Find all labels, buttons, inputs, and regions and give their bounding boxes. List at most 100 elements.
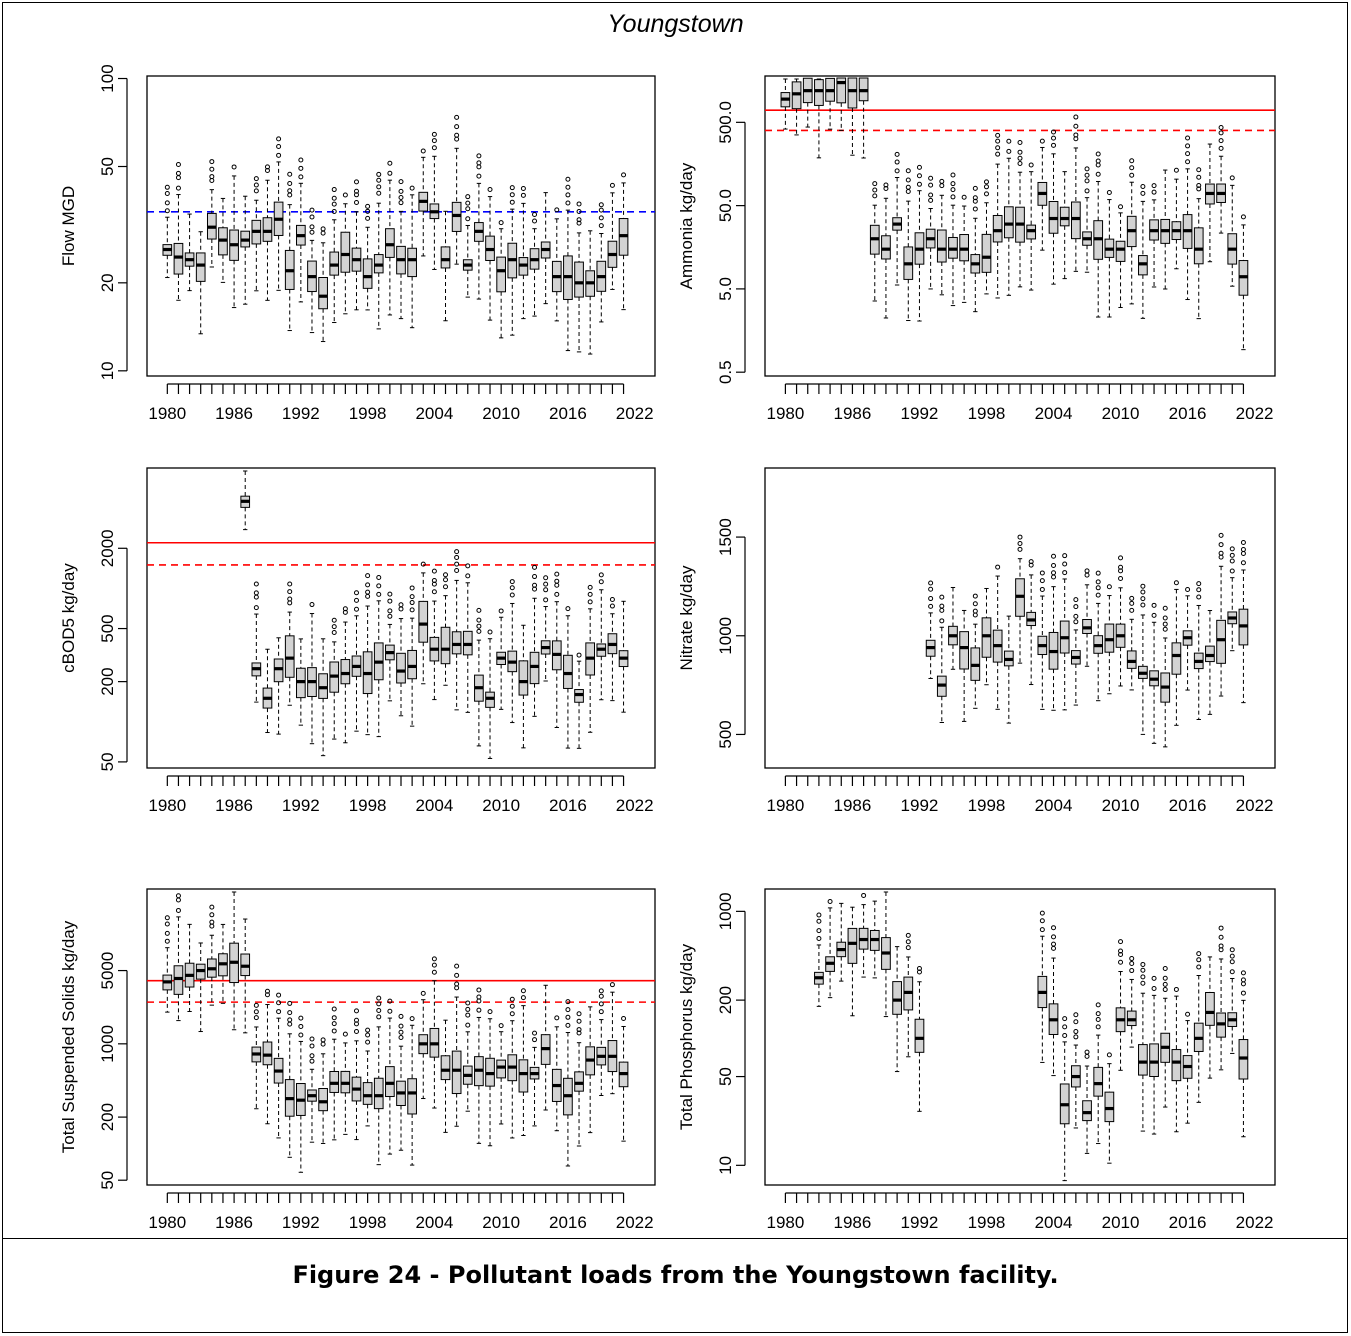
box-2020 — [1227, 947, 1238, 1054]
outlier-point — [320, 1041, 326, 1047]
outlier-point — [409, 1016, 415, 1022]
outlier-point — [1017, 161, 1023, 167]
outlier-point — [1084, 172, 1090, 178]
x-tick-label: 1980 — [148, 404, 186, 423]
outlier-point — [342, 1031, 348, 1037]
outlier-point — [1118, 564, 1124, 570]
outlier-point — [939, 603, 945, 609]
box-2009 — [485, 1009, 495, 1147]
outlier-point — [164, 915, 170, 921]
outlier-point — [1240, 547, 1246, 553]
outlier-point — [209, 912, 215, 918]
box-2006 — [451, 114, 462, 265]
outlier-point — [598, 1001, 604, 1007]
outlier-point — [1151, 985, 1157, 991]
outlier-point — [995, 151, 1001, 157]
outlier-point — [1084, 568, 1090, 574]
outlier-point — [576, 220, 582, 226]
y-tick-label: 200 — [98, 1103, 117, 1131]
outlier-point — [509, 1011, 515, 1017]
outlier-point — [387, 1008, 393, 1014]
outlier-point — [398, 1034, 404, 1040]
x-tick-label: 1980 — [766, 404, 804, 423]
outlier-point — [587, 584, 593, 590]
box-2011 — [1126, 956, 1137, 1048]
x-tick-label: 2022 — [1236, 1213, 1274, 1232]
outlier-point — [972, 195, 978, 201]
outlier-point — [1140, 589, 1146, 595]
outlier-point — [565, 999, 571, 1005]
x-tick-label: 2016 — [549, 796, 587, 815]
outlier-point — [431, 138, 437, 144]
outlier-point — [264, 988, 270, 994]
outlier-point — [565, 184, 571, 190]
box-1988 — [251, 581, 262, 703]
box-2017 — [1193, 581, 1204, 720]
outlier-point — [905, 188, 911, 194]
outlier-point — [476, 1007, 482, 1013]
box-2000 — [1003, 138, 1014, 296]
box-1983 — [814, 912, 824, 1007]
box-body — [407, 247, 417, 278]
box-body — [362, 1082, 373, 1105]
outlier-point — [309, 602, 315, 608]
box-body — [1193, 227, 1204, 265]
outlier-point — [1129, 172, 1135, 178]
box-2005 — [440, 1019, 451, 1133]
box-2009 — [1104, 1052, 1115, 1164]
box-body — [496, 256, 506, 293]
outlier-point — [532, 218, 538, 224]
box-body — [518, 660, 529, 696]
x-tick-label: 1998 — [349, 796, 387, 815]
x-tick-label: 2004 — [415, 404, 453, 423]
box-body — [1216, 619, 1226, 664]
outlier-point — [565, 1022, 571, 1028]
box-2020 — [607, 182, 618, 290]
outlier-point — [1173, 167, 1179, 173]
outlier-point — [587, 599, 593, 605]
outlier-point — [398, 1029, 404, 1035]
box-body — [496, 1059, 506, 1079]
box-2007 — [1082, 568, 1092, 667]
outlier-point — [554, 578, 560, 584]
box-1998 — [362, 1027, 373, 1127]
outlier-point — [1162, 965, 1168, 971]
outlier-point — [253, 590, 259, 596]
outlier-point — [175, 175, 181, 181]
box-1991 — [284, 1000, 295, 1158]
box-body — [1082, 1100, 1092, 1122]
outlier-point — [1240, 551, 1246, 557]
box-2007 — [462, 1000, 473, 1112]
outlier-point — [1240, 981, 1246, 987]
outlier-point — [1218, 138, 1224, 144]
y-axis-title: Nitrate kg/day — [677, 565, 696, 670]
box-1985 — [836, 77, 847, 131]
outlier-point — [1118, 575, 1124, 581]
box-2004 — [429, 956, 440, 1109]
outlier-point — [276, 992, 282, 998]
x-tick-label: 1998 — [349, 404, 387, 423]
x-tick-label: 1998 — [968, 796, 1006, 815]
outlier-point — [353, 606, 359, 612]
outlier-point — [1073, 613, 1079, 619]
x-tick-label: 2010 — [482, 404, 520, 423]
outlier-point — [816, 918, 822, 924]
box-2015 — [1171, 167, 1182, 270]
box-2019 — [596, 988, 607, 1097]
outlier-point — [928, 182, 934, 188]
outlier-point — [476, 628, 482, 634]
x-tick-label: 2010 — [1102, 796, 1140, 815]
box-1991 — [903, 168, 914, 322]
outlier-point — [598, 1009, 604, 1015]
outlier-point — [1095, 1011, 1101, 1017]
outlier-point — [1240, 990, 1246, 996]
outlier-point — [287, 192, 293, 198]
outlier-point — [309, 229, 315, 235]
box-body — [563, 654, 573, 689]
outlier-point — [872, 181, 878, 187]
box-1983 — [195, 942, 206, 1033]
box-2012 — [1138, 961, 1148, 1132]
box-body — [340, 659, 351, 685]
outlier-point — [939, 607, 945, 613]
outlier-point — [1229, 546, 1235, 552]
